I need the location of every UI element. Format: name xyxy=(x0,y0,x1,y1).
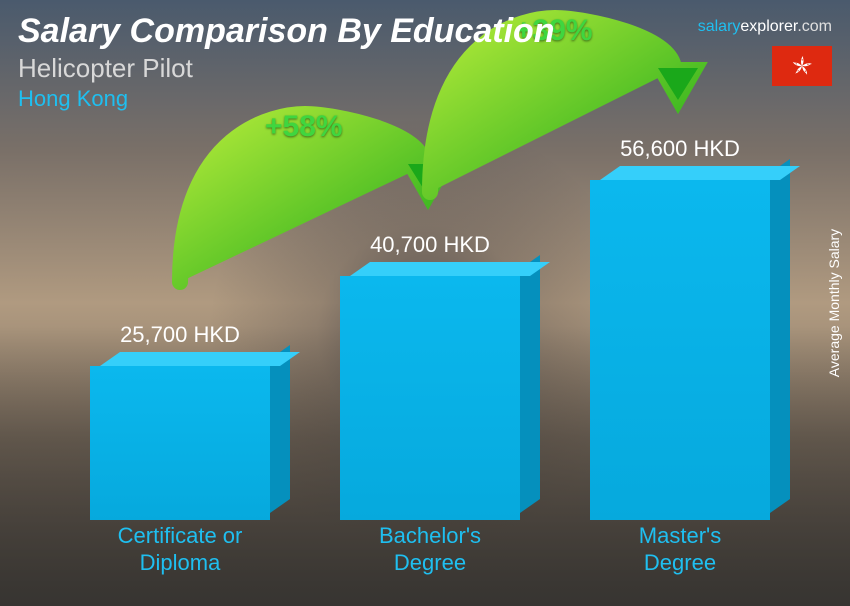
chart-location: Hong Kong xyxy=(18,86,832,112)
brand-part1: salary xyxy=(698,18,741,35)
bar-chart: 25,700 HKD40,700 HKD56,600 HKD Certifica… xyxy=(40,130,790,578)
bar-front xyxy=(90,366,270,520)
brand-part3: .com xyxy=(797,18,832,35)
chart-subtitle: Helicopter Pilot xyxy=(18,53,832,84)
brand-watermark: salaryexplorer.com xyxy=(698,18,832,36)
bar-side xyxy=(270,345,290,513)
bar-side xyxy=(520,255,540,513)
pct-label-0: +58% xyxy=(265,110,343,144)
hong-kong-flag-icon xyxy=(772,46,832,86)
category-label-1: Bachelor'sDegree xyxy=(320,523,540,576)
category-label-2: Master'sDegree xyxy=(570,523,790,576)
category-label-0: Certificate orDiploma xyxy=(70,523,290,576)
bar-top xyxy=(100,352,300,366)
bar-side xyxy=(770,159,790,513)
bar-0 xyxy=(90,366,270,520)
value-label-0: 25,700 HKD xyxy=(70,322,290,348)
y-axis-label: Average Monthly Salary xyxy=(826,229,842,377)
brand-part2: explorer xyxy=(740,18,797,35)
